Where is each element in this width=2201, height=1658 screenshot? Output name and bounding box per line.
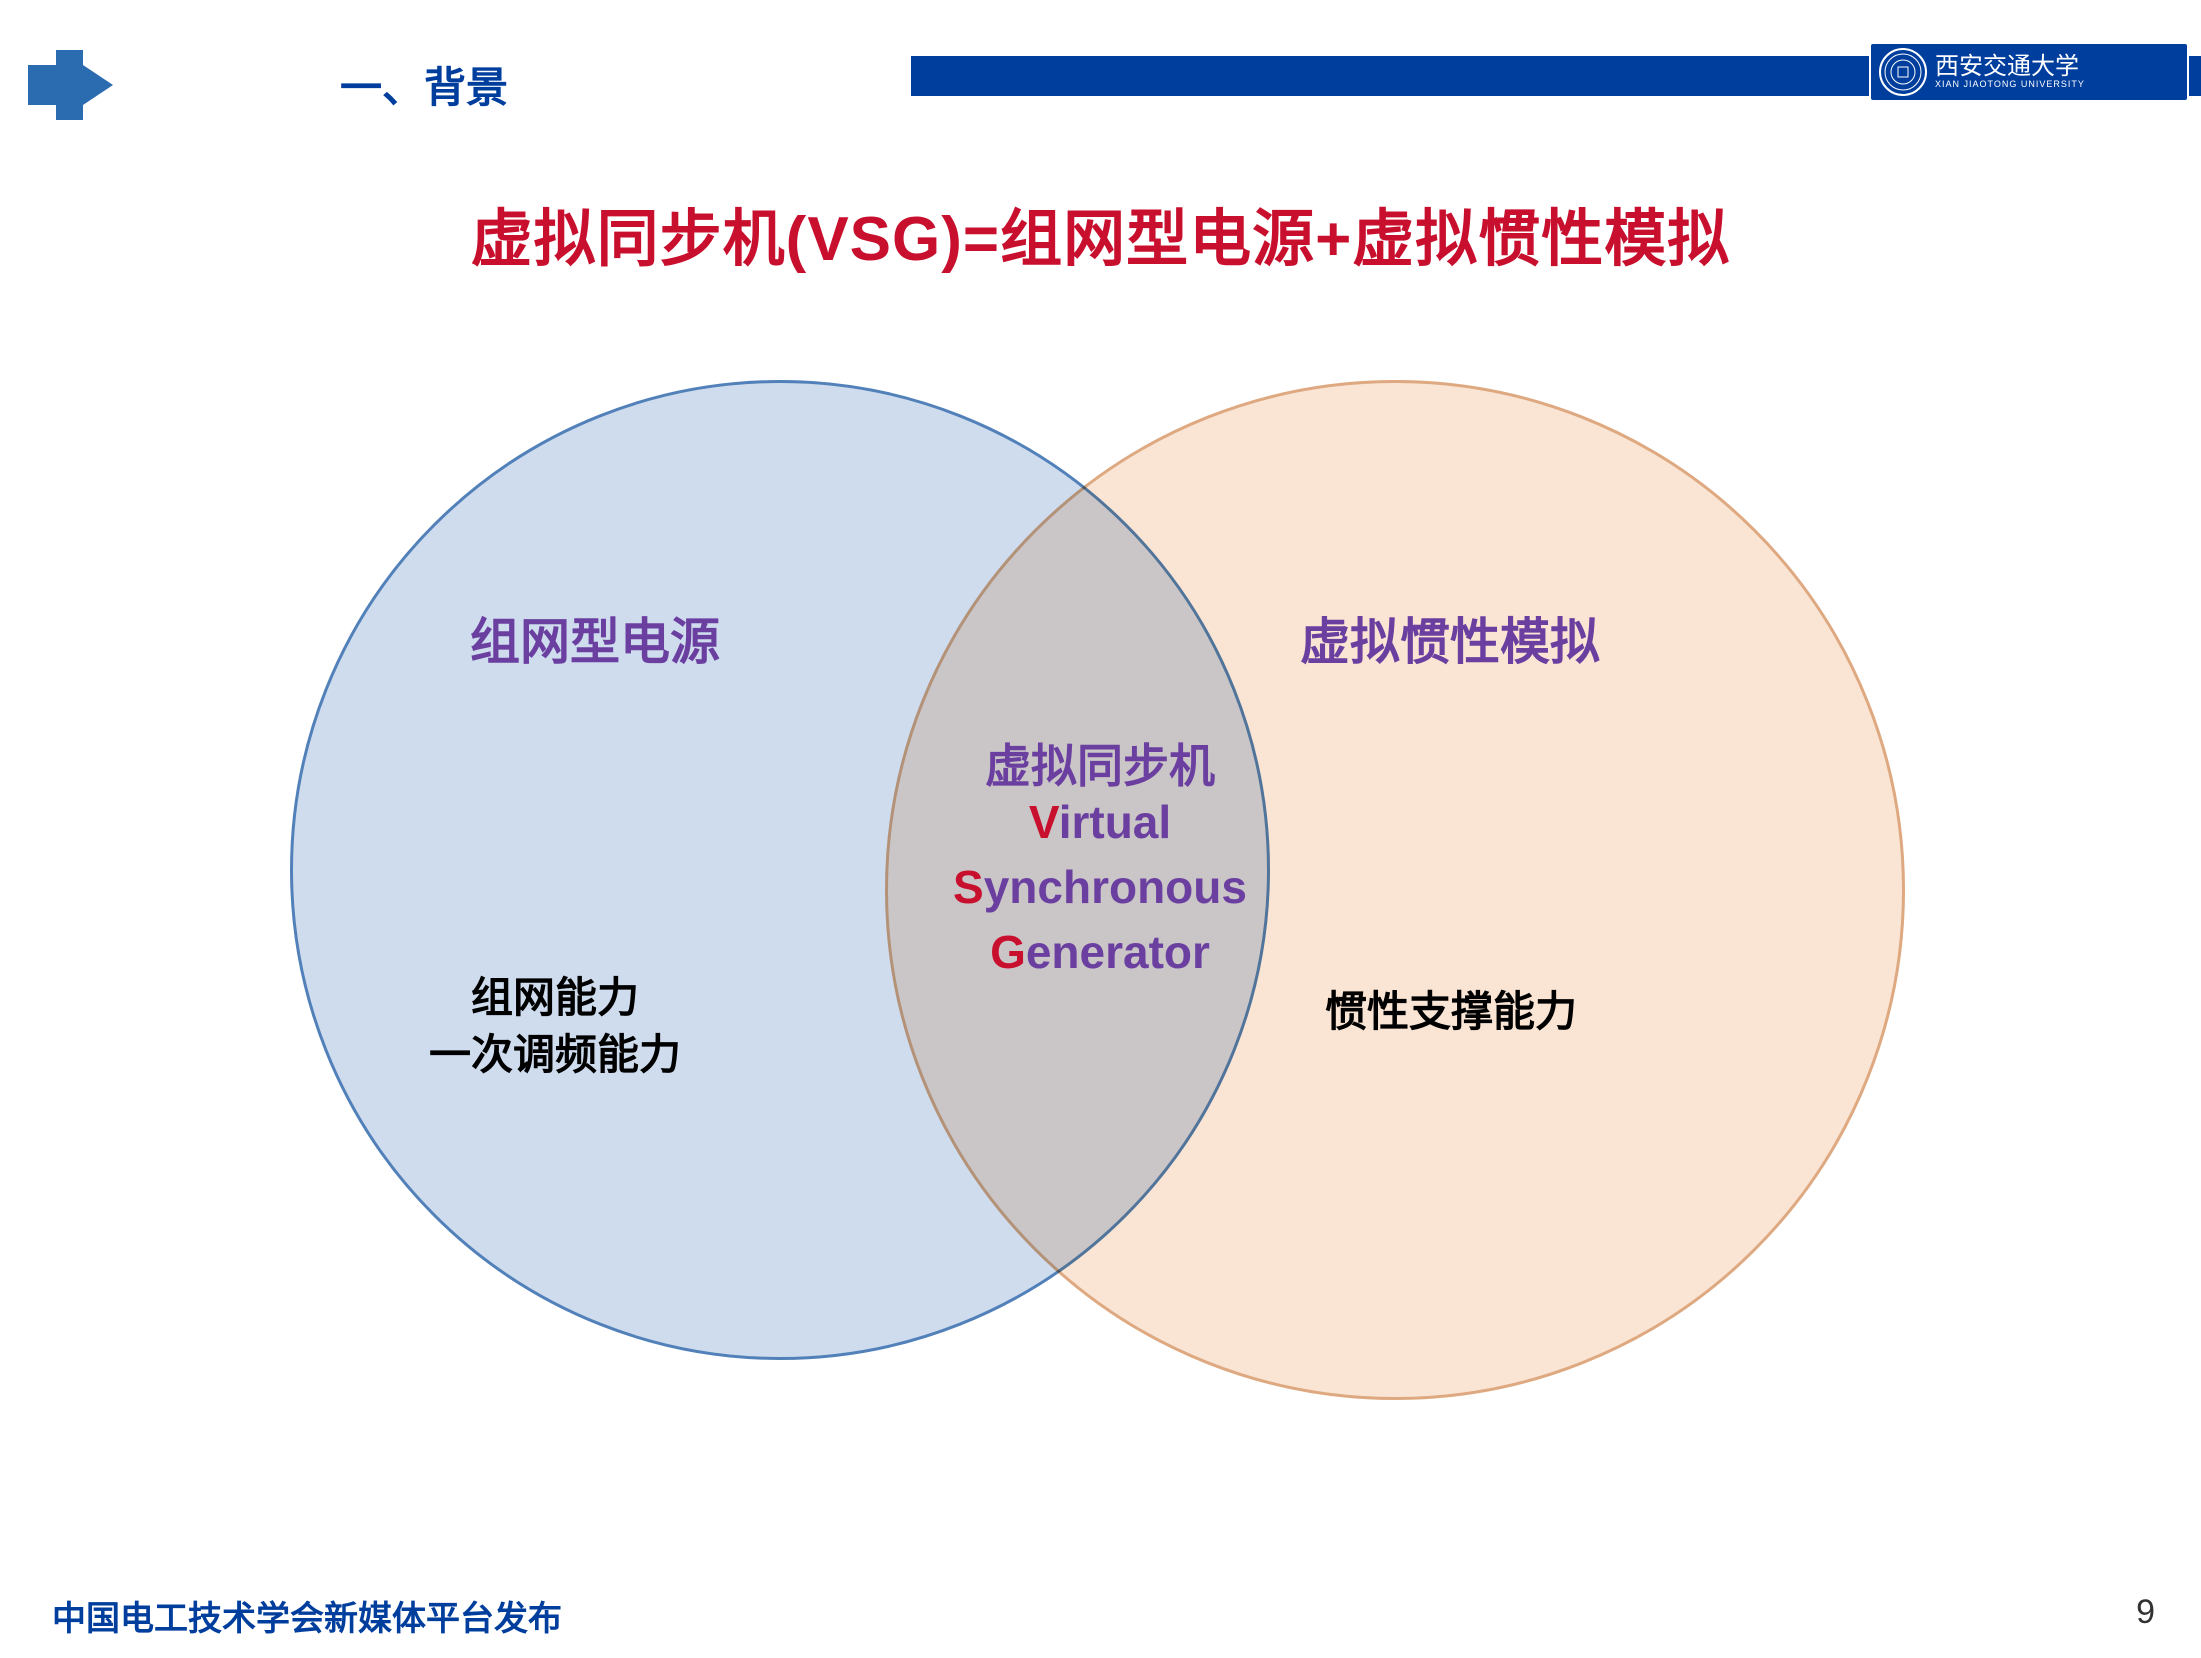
header-decor-icon <box>28 50 113 120</box>
university-badge: 西安交通大学 XIAN JIAOTONG UNIVERSITY <box>1869 42 2189 102</box>
footer-text: 中国电工技术学会新媒体平台发布 <box>52 1591 562 1640</box>
venn-left-title: 组网型电源 <box>470 602 720 674</box>
center-line2-initial: S <box>953 861 984 913</box>
venn-left-body: 组网能力 一次调频能力 <box>395 970 715 1083</box>
venn-left-body-line1: 组网能力 <box>471 974 639 1021</box>
main-title: 虚拟同步机(VSG)=组网型电源+虚拟惯性模拟 <box>0 188 2201 278</box>
venn-center-line1: Virtual <box>290 795 1910 849</box>
venn-left-body-line2: 一次调频能力 <box>429 1031 681 1078</box>
university-seal-icon <box>1879 48 1927 96</box>
page-number: 9 <box>2136 1593 2155 1632</box>
center-line3-initial: G <box>990 926 1026 978</box>
venn-diagram: 组网型电源 虚拟惯性模拟 虚拟同步机 Virtual Synchronous G… <box>290 380 1910 1400</box>
university-name-en: XIAN JIAOTONG UNIVERSITY <box>1935 80 2085 90</box>
center-line1-initial: V <box>1029 796 1059 848</box>
venn-right-body: 惯性支撑能力 <box>1325 978 1577 1039</box>
university-text: 西安交通大学 XIAN JIAOTONG UNIVERSITY <box>1935 54 2085 90</box>
center-line3-rest: enerator <box>1026 926 1210 978</box>
venn-right-title: 虚拟惯性模拟 <box>1300 602 1600 674</box>
header-bar: 一、背景 西安交通大学 XIAN JIAOTONG UNIVERSITY <box>0 22 2201 72</box>
university-name-cn: 西安交通大学 <box>1935 54 2085 80</box>
venn-center-title: 虚拟同步机 <box>290 730 1910 796</box>
center-line1-rest: irtual <box>1059 796 1171 848</box>
venn-center-line2: Synchronous <box>290 860 1910 914</box>
center-line2-rest: ynchronous <box>984 861 1247 913</box>
section-title: 一、背景 <box>340 54 508 115</box>
